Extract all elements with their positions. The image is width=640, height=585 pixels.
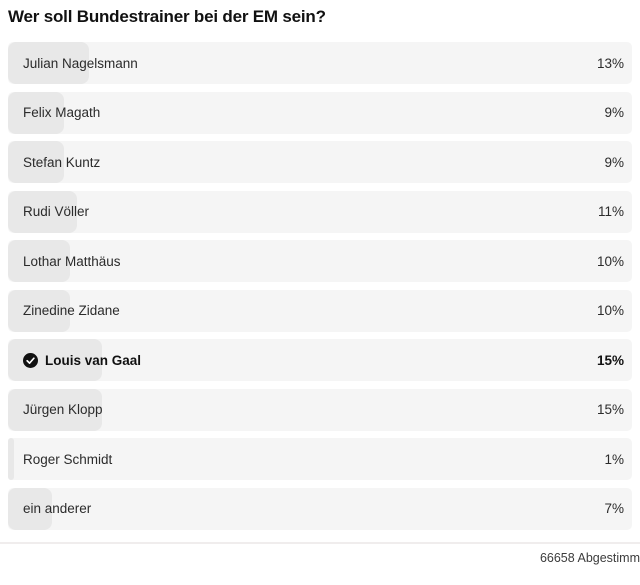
option-label: Rudi Völler <box>23 204 90 219</box>
poll-option-row[interactable]: Lothar Matthäus 10% <box>8 240 632 282</box>
poll-option-row[interactable]: Felix Magath 9% <box>8 91 632 134</box>
option-percent: 15% <box>596 352 624 368</box>
option-percent: 9% <box>604 105 624 120</box>
poll-option-row[interactable]: Julian Nagelsmann 13% <box>8 42 632 84</box>
poll-options-list: Julian Nagelsmann 13% Felix Magath 9% St… <box>8 42 632 530</box>
option-percent: 9% <box>604 154 624 170</box>
option-label: Jürgen Klopp <box>23 402 103 417</box>
option-percent: 15% <box>596 402 624 417</box>
poll-option-row[interactable]: Louis van Gaal 15% <box>8 339 632 381</box>
option-label: Roger Schmidt <box>23 451 113 467</box>
poll-option-row[interactable]: Roger Schmidt 1% <box>8 438 632 480</box>
option-percent: 1% <box>604 451 624 467</box>
result-bar <box>8 141 65 183</box>
option-label: Julian Nagelsmann <box>23 55 138 71</box>
poll-option-row[interactable]: Stefan Kuntz 9% <box>8 141 632 183</box>
option-percent: 10% <box>596 303 624 318</box>
result-bar <box>8 190 77 233</box>
option-percent: 11% <box>597 204 624 219</box>
poll-option-row[interactable]: Rudi Völler 11% <box>8 190 632 233</box>
option-label: Louis van Gaal <box>45 352 142 368</box>
option-label: Stefan Kuntz <box>23 154 101 170</box>
result-bar <box>8 42 90 84</box>
option-label: ein anderer <box>23 501 92 516</box>
option-percent: 13% <box>596 55 624 71</box>
check-icon <box>23 352 38 368</box>
result-bar <box>8 388 102 431</box>
vote-count: 66658 Abgestimm <box>539 550 640 565</box>
option-percent: 10% <box>596 253 624 269</box>
result-bar <box>8 289 71 332</box>
result-bar <box>8 487 52 530</box>
result-bar <box>8 91 65 134</box>
option-percent: 7% <box>604 501 624 516</box>
option-label: Felix Magath <box>23 105 101 120</box>
result-bar <box>8 438 15 480</box>
poll-option-row[interactable]: Zinedine Zidane 10% <box>8 289 632 332</box>
poll-option-row[interactable]: ein anderer 7% <box>8 487 632 530</box>
option-label: Zinedine Zidane <box>23 303 120 318</box>
option-label: Lothar Matthäus <box>23 253 121 269</box>
poll-option-row[interactable]: Jürgen Klopp 15% <box>8 388 632 431</box>
result-bar <box>8 240 71 282</box>
divider <box>0 541 640 544</box>
page-title: Wer soll Bundestrainer bei der EM sein? <box>8 7 326 26</box>
